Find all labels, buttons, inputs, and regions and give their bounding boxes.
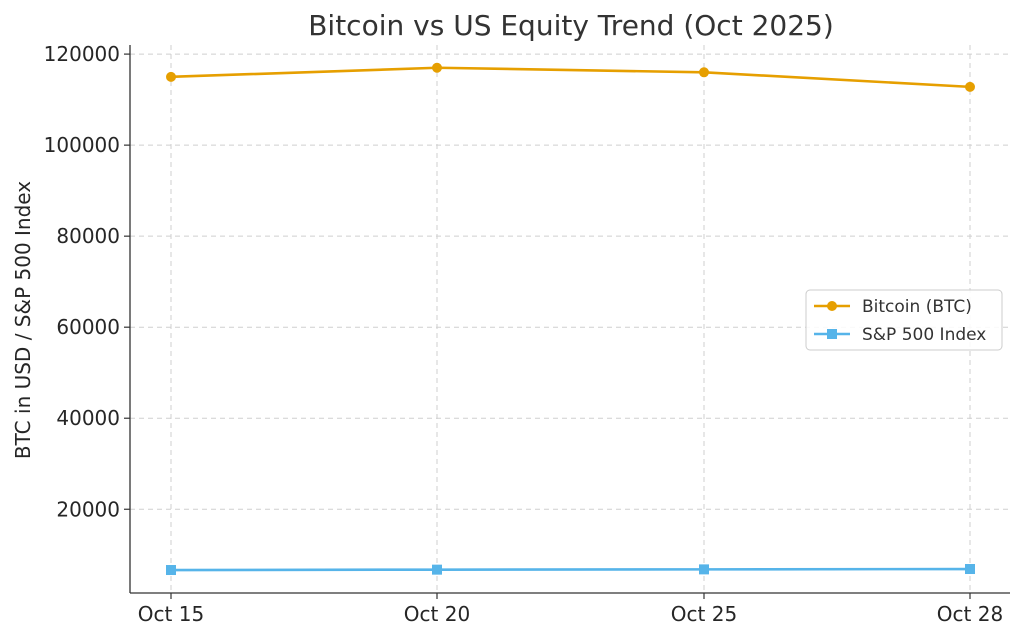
legend-box [805,289,1003,351]
y-tick-label: 40000 [56,406,120,430]
x-tick-label: Oct 20 [404,602,470,626]
legend-item: Bitcoin (BTC) [814,297,972,317]
data-point [699,564,709,575]
series-bitcoin [166,62,975,92]
chart-title: Bitcoin vs US Equity Trend (Oct 2025) [308,9,834,42]
legend-item: S&P 500 Index [814,325,986,345]
legend-label: S&P 500 Index [862,325,986,345]
data-point [166,71,176,82]
data-point [432,62,442,73]
tick-labels: Oct 15 Oct 20 Oct 25 Oct 28 20000 40000 60000 8… [44,42,1004,626]
series-group [166,62,975,576]
data-point [166,565,176,576]
x-tick-label: Oct 15 [138,602,204,626]
data-point [965,564,975,575]
series-sp500 [166,564,975,576]
y-tick-label: 60000 [56,315,120,339]
x-tick-label: Oct 25 [671,602,737,626]
legend-marker [827,301,837,311]
x-tick-label: Oct 28 [937,602,1003,626]
legend-marker [827,329,837,339]
legend: Bitcoin (BTC) S&P 500 Index [805,289,1003,351]
series-line [170,567,971,572]
data-point [699,67,709,78]
y-tick-label: 100000 [44,133,120,157]
axes [124,45,1010,599]
y-tick-label: 120000 [44,42,120,66]
legend-label: Bitcoin (BTC) [862,297,972,317]
data-point [965,81,975,92]
series-line [170,66,971,89]
y-axis-label: BTC in USD / S&P 500 Index [11,181,35,459]
y-tick-label: 80000 [56,224,120,248]
data-point [432,564,442,575]
y-tick-label: 20000 [56,497,120,521]
